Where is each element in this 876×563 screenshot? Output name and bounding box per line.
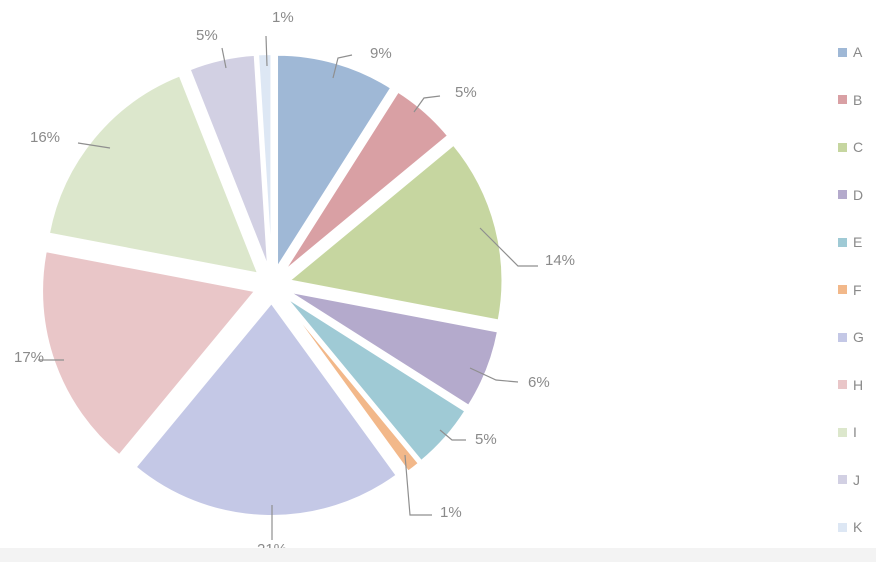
data-label-j: 5% bbox=[196, 27, 218, 44]
legend-swatch-h bbox=[838, 380, 847, 389]
leader-line-j bbox=[221, 47, 227, 69]
data-label-e: 5% bbox=[475, 431, 497, 448]
legend-swatch-c bbox=[838, 142, 847, 152]
data-label-h: 17% bbox=[14, 349, 44, 366]
legend-swatch-k bbox=[838, 522, 847, 532]
legend-label-d: D bbox=[853, 186, 864, 203]
legend-swatch-j bbox=[838, 475, 847, 484]
legend-swatch-a bbox=[838, 47, 847, 57]
leader-line-c bbox=[479, 227, 538, 267]
legend-item-b: B bbox=[838, 88, 876, 112]
legend-label-f: F bbox=[853, 281, 862, 298]
legend-item-d: D bbox=[838, 183, 876, 207]
pie-slice-k bbox=[256, 53, 273, 268]
legend-item-j: J bbox=[838, 468, 876, 492]
pie-slice-c bbox=[287, 143, 504, 322]
legend-item-e: E bbox=[838, 230, 876, 254]
data-label-a: 9% bbox=[370, 45, 392, 62]
legend-label-a: A bbox=[853, 44, 863, 60]
legend-swatch-d bbox=[838, 190, 847, 199]
legend-swatch-i bbox=[838, 427, 847, 437]
pie-slice-e bbox=[284, 296, 467, 463]
legend-label-h: H bbox=[853, 376, 864, 393]
leader-line-b bbox=[413, 95, 441, 113]
legend-item-h: H bbox=[838, 373, 876, 397]
legend-label-e: E bbox=[853, 234, 863, 250]
legend-swatch-f bbox=[838, 285, 847, 294]
bottom-band bbox=[0, 548, 876, 562]
legend-label-i: I bbox=[853, 424, 857, 440]
leader-line-k bbox=[265, 35, 268, 67]
legend-swatch-e bbox=[838, 237, 847, 247]
legend-label-k: K bbox=[853, 519, 863, 535]
pie-slice-f bbox=[282, 298, 421, 473]
legend-item-g: G bbox=[838, 325, 876, 349]
pie-slice-b bbox=[283, 90, 450, 273]
leader-line-e bbox=[439, 429, 466, 441]
leader-line-f bbox=[404, 454, 432, 516]
legend-item-a: A bbox=[838, 40, 876, 64]
legend: A B C D E F G H I J K bbox=[838, 40, 876, 563]
leader-line-d bbox=[469, 367, 519, 383]
data-label-f: 1% bbox=[440, 504, 462, 521]
pie-slice-d bbox=[288, 290, 500, 408]
leader-line-i bbox=[77, 142, 111, 149]
pie-slice-j bbox=[188, 53, 270, 268]
pie-slice-i bbox=[47, 74, 260, 275]
legend-swatch-b bbox=[838, 95, 847, 104]
legend-item-k: K bbox=[838, 515, 876, 539]
legend-item-c: C bbox=[838, 135, 876, 159]
data-label-d: 6% bbox=[528, 374, 550, 391]
legend-label-g: G bbox=[853, 329, 864, 345]
leader-line-a bbox=[332, 54, 353, 79]
data-label-c: 14% bbox=[545, 252, 575, 269]
legend-swatch-g bbox=[838, 332, 847, 342]
legend-label-c: C bbox=[853, 139, 864, 155]
data-label-k: 1% bbox=[272, 9, 294, 26]
legend-label-b: B bbox=[853, 91, 863, 108]
pie-slice-g bbox=[134, 301, 399, 517]
legend-item-f: F bbox=[838, 278, 876, 302]
legend-item-i: I bbox=[838, 420, 876, 444]
data-label-i: 16% bbox=[30, 129, 60, 146]
legend-label-j: J bbox=[853, 471, 860, 488]
pie-slice-h bbox=[41, 250, 257, 457]
data-label-b: 5% bbox=[455, 84, 477, 101]
